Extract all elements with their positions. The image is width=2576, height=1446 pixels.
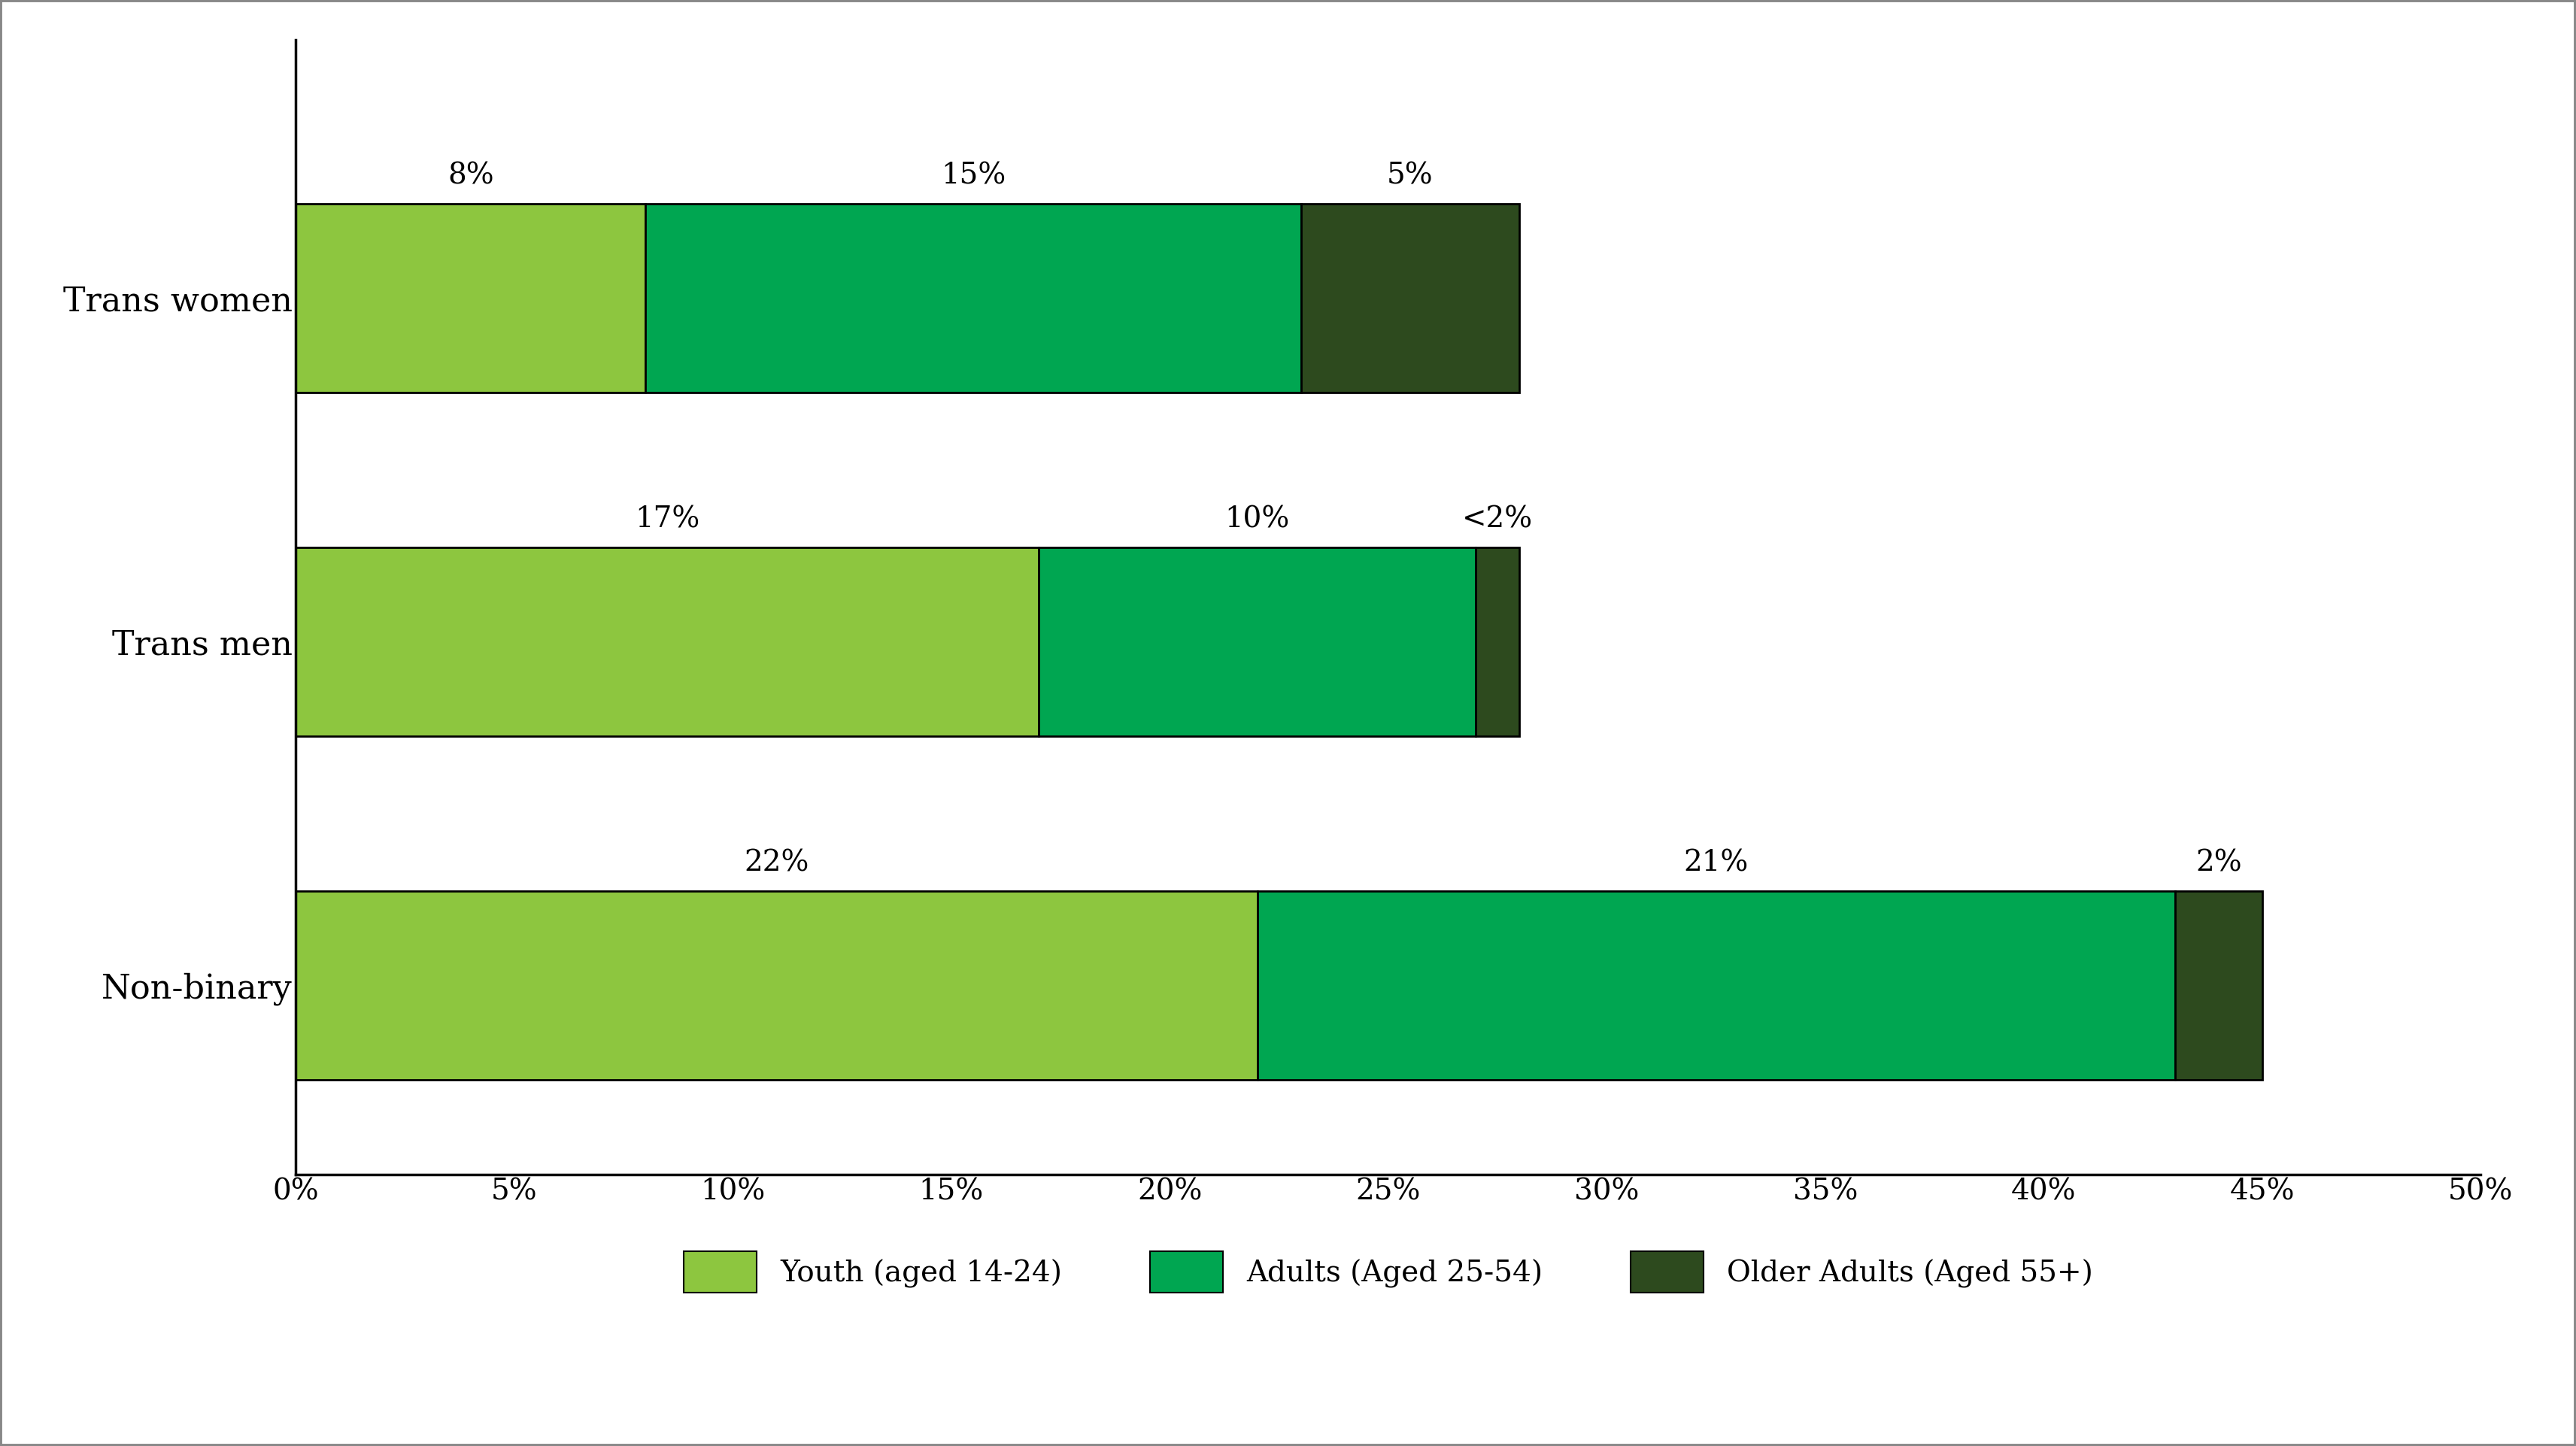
- Bar: [1257, 891, 2174, 1080]
- Text: 21%: 21%: [1685, 849, 1749, 878]
- Bar: [1476, 547, 1520, 736]
- Bar: [296, 891, 1257, 1080]
- Legend: Youth (aged 14-24), Adults (Aged 25-54), Older Adults (Aged 55+): Youth (aged 14-24), Adults (Aged 25-54),…: [670, 1236, 2107, 1307]
- Text: 5%: 5%: [1386, 162, 1432, 189]
- Text: 10%: 10%: [1224, 506, 1291, 534]
- Bar: [647, 204, 1301, 392]
- Bar: [1301, 204, 1520, 392]
- Text: 8%: 8%: [448, 162, 495, 189]
- Bar: [296, 204, 647, 392]
- Text: 22%: 22%: [744, 849, 809, 878]
- Text: 2%: 2%: [2195, 849, 2241, 878]
- Bar: [2174, 891, 2262, 1080]
- Text: 15%: 15%: [940, 162, 1005, 189]
- Bar: [296, 547, 1038, 736]
- Bar: [1038, 547, 1476, 736]
- Text: 17%: 17%: [634, 506, 701, 534]
- Text: <2%: <2%: [1463, 506, 1533, 534]
